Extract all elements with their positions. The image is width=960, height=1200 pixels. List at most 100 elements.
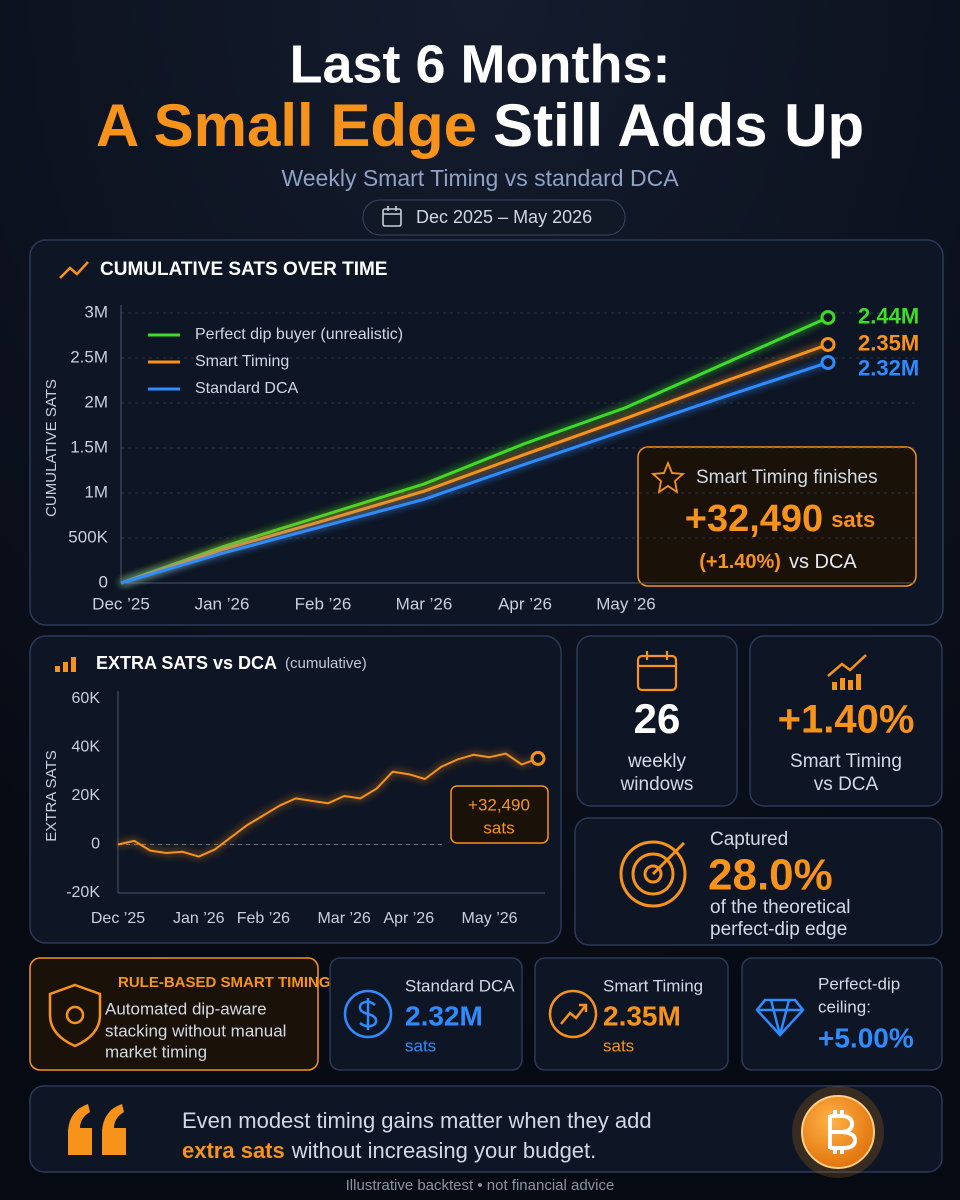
- subtitle: Weekly Smart Timing vs standard DCA: [281, 165, 679, 191]
- quote-text: Even modest timing gains matter when the…: [182, 1108, 652, 1133]
- growth-icon: [827, 654, 867, 690]
- stat-value: 26: [634, 695, 681, 742]
- y-tick-label: 20K: [72, 787, 101, 804]
- card-text: Automated dip-aware: [105, 999, 267, 1018]
- x-tick-label: Jan ’26: [173, 910, 225, 927]
- callout-value: +32,490 sats: [685, 498, 875, 540]
- bitcoin-icon: [792, 1086, 884, 1178]
- stat-label: windows: [620, 774, 694, 795]
- stat-label: vs DCA: [814, 774, 879, 795]
- card: [741, 957, 943, 1071]
- title-highlight: A Small Edge: [96, 92, 477, 159]
- card-value: 2.32M: [405, 1000, 483, 1031]
- card: [574, 817, 943, 946]
- series-line: [117, 752, 539, 858]
- stat-label: of the theoretical: [710, 897, 850, 918]
- y-tick-label: 0: [91, 836, 100, 853]
- footer: Illustrative backtest • not financial ad…: [346, 1177, 615, 1194]
- quote-highlight: extra sats: [182, 1138, 285, 1163]
- stat-value: +1.40%: [778, 698, 915, 742]
- end-point: [530, 750, 546, 766]
- y-tick-label: 3M: [84, 302, 108, 321]
- card-text: stacking without manual: [105, 1021, 286, 1040]
- date-pill: [362, 199, 626, 236]
- card-value: +5.00%: [818, 1022, 914, 1053]
- y-tick-label: -20K: [66, 884, 100, 901]
- series-line: [120, 343, 829, 585]
- title-line2: A Small Edge Still Adds Up: [96, 92, 864, 159]
- y-tick-label: 2M: [84, 392, 108, 411]
- target-icon: [619, 840, 687, 908]
- stat-label: Smart Timing: [790, 751, 902, 772]
- callout-pct: (+1.40%) vs DCA: [699, 551, 857, 573]
- diamond-icon: [755, 998, 805, 1037]
- quote-rest: without increasing your budget.: [291, 1138, 597, 1163]
- x-tick-label: May ’26: [462, 910, 518, 927]
- card-title: ceiling:: [818, 997, 871, 1016]
- callout: [450, 785, 549, 844]
- x-tick-label: Feb ’26: [237, 910, 290, 927]
- chart-title: EXTRA SATS vs DCA (cumulative): [96, 653, 367, 673]
- y-tick-label: 1.5M: [70, 437, 108, 456]
- y-tick-label: 40K: [72, 739, 101, 756]
- callout-unit: sats: [831, 507, 875, 532]
- star-icon: [650, 460, 686, 494]
- legend-label: Standard DCA: [195, 380, 298, 397]
- chart-title-note: (cumulative): [285, 655, 367, 672]
- card-value: 2.35M: [603, 1000, 681, 1031]
- callout-value: +32,490: [468, 795, 530, 814]
- stat-heading: Captured: [710, 829, 788, 850]
- calendar-icon: [636, 651, 678, 692]
- dollar-icon: [343, 989, 393, 1039]
- card: [329, 957, 523, 1071]
- bars-icon: [55, 657, 76, 672]
- end-label: 2.44M: [858, 303, 919, 328]
- chart-icon: [59, 261, 89, 279]
- y-axis-label: CUMULATIVE SATS: [43, 379, 60, 517]
- callout-number: +32,490: [685, 498, 823, 540]
- card-text: market timing: [105, 1042, 207, 1061]
- card-title: Standard DCA: [405, 976, 515, 995]
- stat-value: 28.0%: [708, 851, 833, 900]
- trend-icon: [548, 989, 598, 1039]
- chart-title-main: EXTRA SATS vs DCA: [96, 653, 277, 673]
- y-tick-label: 60K: [72, 690, 101, 707]
- end-label: 2.35M: [858, 330, 919, 355]
- x-tick-label: Apr ’26: [383, 910, 434, 927]
- panel: [29, 635, 562, 944]
- x-tick-label: Apr ’26: [498, 594, 552, 613]
- title: Last 6 Months:: [289, 34, 670, 94]
- title-rest: Still Adds Up: [493, 92, 864, 159]
- card: [29, 957, 319, 1071]
- callout: [637, 446, 917, 587]
- x-tick-label: Feb ’26: [295, 594, 352, 613]
- y-axis-label: EXTRA SATS: [43, 750, 60, 841]
- series-line: [120, 361, 829, 585]
- quote-icon: [68, 1104, 126, 1155]
- end-point: [820, 337, 836, 352]
- legend-label: Perfect dip buyer (unrealistic): [195, 326, 403, 343]
- quote-panel: [29, 1085, 943, 1173]
- x-tick-label: Jan ’26: [195, 594, 250, 613]
- end-point: [820, 310, 836, 325]
- card-title: RULE-BASED SMART TIMING: [118, 974, 331, 991]
- calendar-icon: [382, 206, 402, 227]
- callout-pct-value: (+1.40%): [699, 551, 781, 573]
- y-tick-label: 500K: [68, 527, 108, 546]
- legend-label: Smart Timing: [195, 353, 289, 370]
- series-line: [120, 316, 829, 585]
- card: [576, 635, 738, 807]
- end-point: [820, 355, 836, 370]
- card-title: Smart Timing: [603, 976, 703, 995]
- x-tick-label: May ’26: [596, 594, 656, 613]
- y-tick-label: 2.5M: [70, 347, 108, 366]
- chart-title: CUMULATIVE SATS OVER TIME: [100, 259, 387, 280]
- stat-label: perfect-dip edge: [710, 919, 847, 940]
- callout-unit: sats: [483, 818, 514, 837]
- y-tick-label: 1M: [84, 482, 108, 501]
- card-unit: sats: [405, 1036, 436, 1055]
- y-tick-label: 0: [99, 572, 108, 591]
- callout-heading: Smart Timing finishes: [696, 467, 878, 488]
- card: [534, 957, 729, 1071]
